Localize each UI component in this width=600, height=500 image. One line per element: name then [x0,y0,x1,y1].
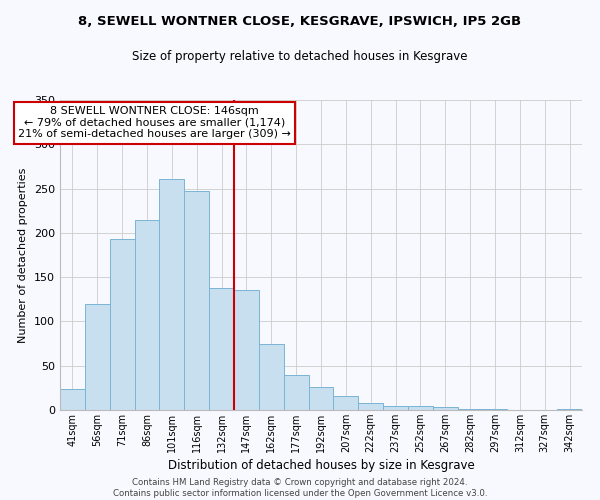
Text: 8 SEWELL WONTNER CLOSE: 146sqm
← 79% of detached houses are smaller (1,174)
21% : 8 SEWELL WONTNER CLOSE: 146sqm ← 79% of … [18,106,291,140]
Bar [433,408,458,410]
X-axis label: Distribution of detached houses by size in Kesgrave: Distribution of detached houses by size … [167,459,475,472]
Bar [383,406,408,410]
Bar [110,239,134,410]
Bar [458,409,482,410]
Text: 8, SEWELL WONTNER CLOSE, KESGRAVE, IPSWICH, IP5 2GB: 8, SEWELL WONTNER CLOSE, KESGRAVE, IPSWI… [79,15,521,28]
Bar [60,388,85,410]
Bar [408,406,433,410]
Bar [284,374,308,410]
Bar [308,387,334,410]
Text: Contains HM Land Registry data © Crown copyright and database right 2024.
Contai: Contains HM Land Registry data © Crown c… [113,478,487,498]
Bar [160,179,184,410]
Bar [209,288,234,410]
Bar [134,220,160,410]
Y-axis label: Number of detached properties: Number of detached properties [19,168,28,342]
Bar [85,304,110,410]
Bar [557,409,582,410]
Bar [184,191,209,410]
Bar [234,290,259,410]
Bar [259,344,284,410]
Bar [334,396,358,410]
Bar [482,409,508,410]
Bar [358,403,383,410]
Text: Size of property relative to detached houses in Kesgrave: Size of property relative to detached ho… [132,50,468,63]
